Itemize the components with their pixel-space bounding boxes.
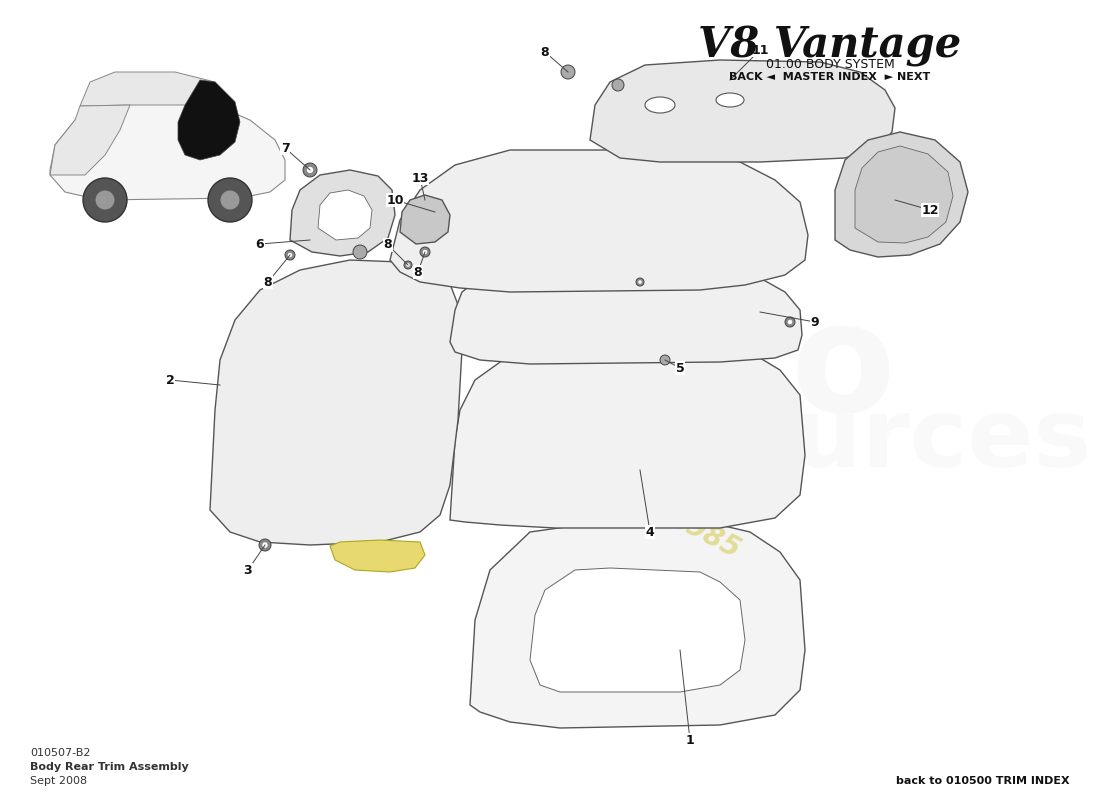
Ellipse shape [716, 93, 744, 107]
Text: 10: 10 [386, 194, 404, 206]
Circle shape [422, 250, 427, 254]
Circle shape [82, 178, 126, 222]
Text: 6: 6 [255, 238, 264, 250]
Polygon shape [590, 60, 895, 162]
Text: 010507-B2: 010507-B2 [30, 748, 90, 758]
Polygon shape [470, 525, 805, 728]
Text: 12: 12 [922, 203, 938, 217]
Text: 7: 7 [280, 142, 289, 154]
Circle shape [420, 247, 430, 257]
Circle shape [660, 355, 670, 365]
Polygon shape [50, 102, 285, 200]
Polygon shape [80, 72, 235, 106]
Text: V8 Vantage: V8 Vantage [698, 25, 961, 67]
Polygon shape [178, 80, 240, 160]
Circle shape [785, 317, 795, 327]
Text: BACK ◄  MASTER INDEX  ► NEXT: BACK ◄ MASTER INDEX ► NEXT [729, 72, 931, 82]
Text: 2: 2 [166, 374, 175, 386]
Circle shape [353, 245, 367, 259]
Polygon shape [855, 146, 953, 243]
Text: 8: 8 [414, 266, 422, 278]
Circle shape [636, 278, 644, 286]
Polygon shape [290, 170, 395, 256]
Text: Body Rear Trim Assembly: Body Rear Trim Assembly [30, 762, 189, 772]
Text: 1: 1 [685, 734, 694, 746]
Circle shape [638, 280, 641, 284]
Text: 13: 13 [411, 171, 429, 185]
Circle shape [561, 65, 575, 79]
Text: sources: sources [669, 394, 1091, 486]
Circle shape [612, 79, 624, 91]
Circle shape [307, 167, 314, 173]
Polygon shape [450, 345, 805, 528]
Text: 01.00 BODY SYSTEM: 01.00 BODY SYSTEM [766, 58, 894, 71]
Circle shape [406, 263, 410, 266]
Circle shape [285, 250, 295, 260]
Text: 8: 8 [384, 238, 393, 251]
Circle shape [95, 190, 116, 210]
Text: 8: 8 [541, 46, 549, 58]
Text: 3: 3 [244, 563, 252, 577]
Circle shape [788, 320, 792, 324]
Polygon shape [390, 150, 808, 292]
Text: 11: 11 [751, 43, 769, 57]
Text: Sept 2008: Sept 2008 [30, 776, 87, 786]
Polygon shape [450, 270, 802, 364]
Circle shape [404, 261, 412, 269]
Circle shape [208, 178, 252, 222]
Circle shape [288, 253, 293, 258]
Polygon shape [400, 195, 450, 244]
Polygon shape [50, 105, 130, 175]
Circle shape [262, 542, 267, 548]
Polygon shape [330, 540, 425, 572]
Text: 5: 5 [675, 362, 684, 374]
Polygon shape [210, 260, 462, 545]
Text: back to 010500 TRIM INDEX: back to 010500 TRIM INDEX [896, 776, 1070, 786]
Polygon shape [835, 132, 968, 257]
Polygon shape [318, 190, 372, 240]
Text: 9: 9 [811, 315, 819, 329]
Text: 8: 8 [264, 275, 273, 289]
Circle shape [302, 163, 317, 177]
Polygon shape [530, 568, 745, 692]
Text: euro: euro [504, 295, 896, 445]
Ellipse shape [645, 97, 675, 113]
Circle shape [258, 539, 271, 551]
Text: a passion for parts since 1985: a passion for parts since 1985 [315, 317, 745, 563]
Circle shape [220, 190, 240, 210]
Text: 4: 4 [646, 526, 654, 538]
